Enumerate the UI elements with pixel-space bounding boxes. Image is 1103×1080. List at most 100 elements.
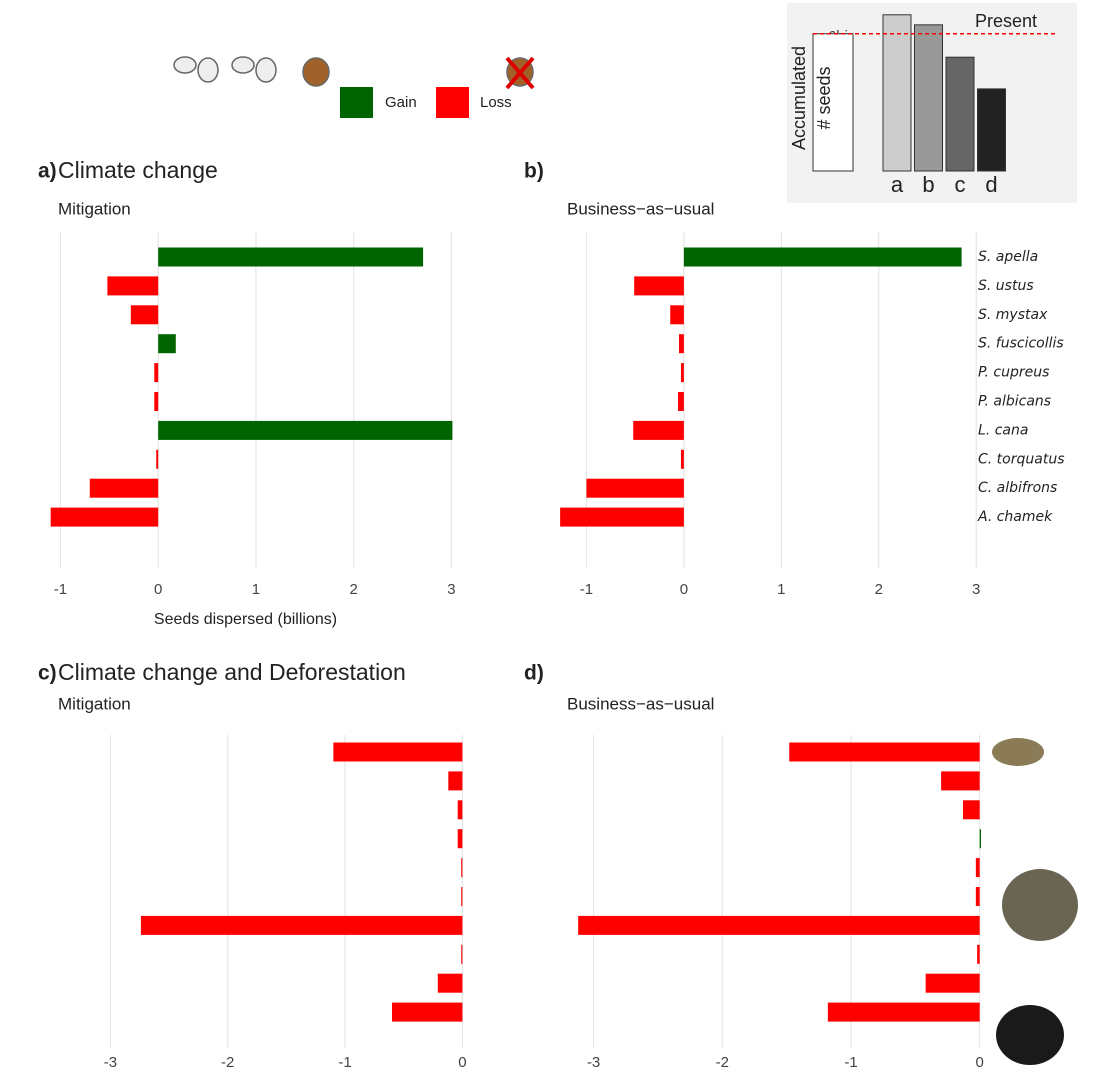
bar bbox=[678, 392, 684, 411]
panel-label: b) bbox=[524, 160, 544, 183]
legend-swatch bbox=[340, 87, 373, 118]
monkey-icons bbox=[992, 738, 1078, 1065]
bar bbox=[976, 858, 980, 877]
category-label: P. albicans bbox=[978, 394, 1051, 410]
bar bbox=[458, 800, 463, 819]
bar bbox=[978, 89, 1006, 171]
seed-icon bbox=[198, 58, 218, 82]
bar bbox=[634, 276, 684, 295]
x-tick-label: b bbox=[922, 172, 934, 197]
monkey-icon bbox=[996, 1005, 1064, 1065]
x-tick-label: 3 bbox=[972, 581, 980, 598]
panel-subtitle: Business−as−usual bbox=[567, 199, 714, 218]
x-tick-label: -1 bbox=[580, 581, 593, 598]
bar bbox=[154, 392, 158, 411]
bar bbox=[438, 974, 463, 993]
figure: GainLoss3bi6biabcdPresentAccumulated# se… bbox=[0, 0, 1103, 1080]
panel-label: a) bbox=[38, 160, 57, 183]
x-tick-label: -1 bbox=[844, 1054, 857, 1071]
bar bbox=[333, 743, 462, 762]
bar bbox=[458, 829, 463, 848]
seed-icon bbox=[174, 57, 196, 73]
x-tick-label: d bbox=[985, 172, 997, 197]
y-axis-label: Accumulated bbox=[789, 46, 809, 150]
panel-label: d) bbox=[524, 662, 544, 685]
x-tick-label: 3 bbox=[447, 581, 455, 598]
bar bbox=[976, 887, 980, 906]
x-tick-label: 1 bbox=[777, 581, 785, 598]
x-tick-label: 0 bbox=[154, 581, 162, 598]
x-tick-label: -2 bbox=[221, 1054, 234, 1071]
panel-label: c) bbox=[38, 662, 57, 685]
bar bbox=[461, 858, 462, 877]
bar bbox=[578, 916, 980, 935]
x-tick-label: -3 bbox=[104, 1054, 117, 1071]
category-label: S. ustus bbox=[978, 278, 1034, 294]
bar bbox=[679, 334, 684, 353]
bar bbox=[883, 15, 911, 171]
bar bbox=[670, 305, 684, 324]
category-label: S. apella bbox=[978, 249, 1038, 265]
bar bbox=[586, 479, 683, 498]
bar bbox=[158, 421, 452, 440]
reference-label: Present bbox=[975, 11, 1037, 31]
bar bbox=[461, 887, 462, 906]
x-tick-label: 2 bbox=[350, 581, 358, 598]
bar bbox=[560, 508, 684, 527]
monkey-icon bbox=[992, 738, 1044, 766]
category-label: P. cupreus bbox=[978, 365, 1049, 381]
bar bbox=[681, 363, 684, 382]
category-label: S. fuscicollis bbox=[978, 336, 1064, 352]
bar bbox=[51, 508, 159, 527]
category-label: C. albifrons bbox=[978, 480, 1057, 496]
category-label: C. torquatus bbox=[978, 451, 1064, 467]
x-tick-label: c bbox=[955, 172, 966, 197]
seed-icon bbox=[232, 57, 254, 73]
category-label: A. chamek bbox=[977, 509, 1053, 525]
bar bbox=[107, 276, 158, 295]
seed-icon bbox=[256, 58, 276, 82]
panel-subtitle: Mitigation bbox=[58, 694, 131, 713]
bar bbox=[633, 421, 684, 440]
legend-label: Loss bbox=[480, 94, 512, 111]
bar bbox=[158, 334, 176, 353]
x-tick-label: -1 bbox=[54, 581, 67, 598]
page: GainLoss3bi6biabcdPresentAccumulated# se… bbox=[0, 0, 1103, 1080]
bar bbox=[154, 363, 158, 382]
x-axis-label: Seeds dispersed (billions) bbox=[154, 611, 337, 628]
bar bbox=[963, 800, 980, 819]
x-tick-label: 0 bbox=[458, 1054, 466, 1071]
bar bbox=[828, 1003, 980, 1022]
bar bbox=[156, 450, 158, 469]
monkey-icon bbox=[1002, 869, 1078, 941]
x-tick-label: 2 bbox=[875, 581, 883, 598]
x-tick-label: 0 bbox=[680, 581, 688, 598]
x-tick-label: -2 bbox=[716, 1054, 729, 1071]
seed-icons bbox=[174, 57, 533, 88]
panel-title: Climate change and Deforestation bbox=[58, 659, 406, 685]
bar bbox=[461, 945, 462, 964]
bar bbox=[915, 25, 943, 171]
x-tick-label: 1 bbox=[252, 581, 260, 598]
bar bbox=[926, 974, 980, 993]
seed-icon bbox=[303, 58, 329, 86]
bar bbox=[789, 743, 979, 762]
category-label: S. mystax bbox=[978, 307, 1048, 323]
bar bbox=[141, 916, 462, 935]
y-axis-label: # seeds bbox=[814, 66, 834, 129]
bar bbox=[448, 771, 462, 790]
x-tick-label: a bbox=[891, 172, 904, 197]
panel-title: Climate change bbox=[58, 157, 218, 183]
bar bbox=[158, 248, 423, 267]
bar bbox=[392, 1003, 462, 1022]
bar bbox=[681, 450, 684, 469]
bar bbox=[941, 771, 980, 790]
x-tick-label: 0 bbox=[976, 1054, 984, 1071]
panel-subtitle: Business−as−usual bbox=[567, 694, 714, 713]
x-tick-label: -1 bbox=[338, 1054, 351, 1071]
bar bbox=[684, 248, 962, 267]
category-label: L. cana bbox=[978, 422, 1028, 438]
panel-subtitle: Mitigation bbox=[58, 199, 131, 218]
bar bbox=[90, 479, 158, 498]
legend-swatch bbox=[436, 87, 469, 118]
